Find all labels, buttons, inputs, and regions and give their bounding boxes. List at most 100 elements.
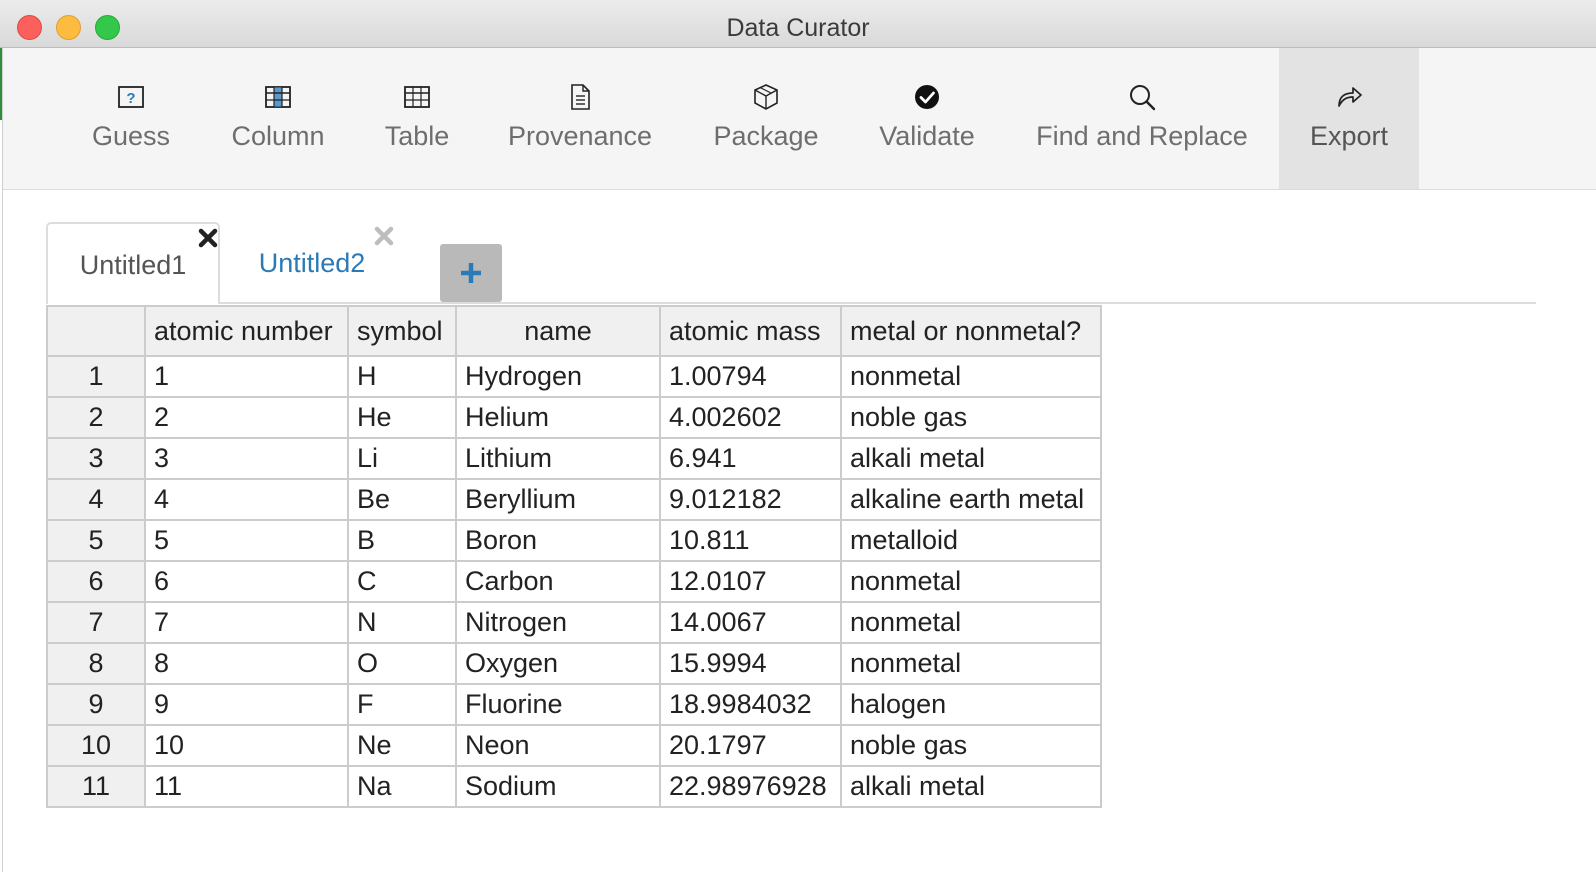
row-number[interactable]: 3 bbox=[46, 437, 146, 480]
table-cell[interactable]: Neon bbox=[455, 724, 661, 767]
table-cell[interactable]: 7 bbox=[144, 601, 349, 644]
close-tab-icon[interactable] bbox=[372, 224, 396, 248]
table-cell[interactable]: nonmetal bbox=[840, 642, 1102, 685]
document-tabs: Untitled1 Untitled2 bbox=[46, 222, 1536, 306]
search-icon bbox=[1130, 85, 1156, 111]
close-tab-icon[interactable] bbox=[196, 226, 220, 250]
row-number[interactable]: 7 bbox=[46, 601, 146, 644]
table-cell[interactable]: 3 bbox=[144, 437, 349, 480]
table-cell[interactable]: Boron bbox=[455, 519, 661, 562]
table-cell[interactable]: Lithium bbox=[455, 437, 661, 480]
toolbar-table-button[interactable]: Table bbox=[373, 48, 461, 189]
table-cell[interactable]: C bbox=[347, 560, 457, 603]
table-row: 10 10 Ne Neon 20.1797 noble gas bbox=[46, 724, 1102, 767]
table-cell[interactable]: 1 bbox=[144, 355, 349, 398]
table-cell[interactable]: 8 bbox=[144, 642, 349, 685]
table-cell[interactable]: Fluorine bbox=[455, 683, 661, 726]
row-number[interactable]: 4 bbox=[46, 478, 146, 521]
row-number[interactable]: 11 bbox=[46, 765, 146, 808]
window-title: Data Curator bbox=[726, 14, 870, 42]
toolbar-validate-button[interactable]: Validate bbox=[869, 48, 985, 189]
row-number[interactable]: 9 bbox=[46, 683, 146, 726]
tab-untitled1[interactable]: Untitled1 bbox=[46, 222, 220, 304]
table-cell[interactable]: Beryllium bbox=[455, 478, 661, 521]
grid-body: 1 1 H Hydrogen 1.00794 nonmetal 2 2 He Helium 4.00… bbox=[46, 355, 1102, 808]
table-cell[interactable]: 20.1797 bbox=[659, 724, 842, 767]
table-cell[interactable]: 11 bbox=[144, 765, 349, 808]
table-cell[interactable]: halogen bbox=[840, 683, 1102, 726]
column-header[interactable]: name bbox=[455, 305, 661, 357]
column-header[interactable]: atomic number bbox=[144, 305, 349, 357]
corner-cell[interactable] bbox=[46, 305, 146, 357]
toolbar-export-button[interactable]: Export bbox=[1279, 48, 1419, 189]
table-cell[interactable]: Carbon bbox=[455, 560, 661, 603]
table-cell[interactable]: 10.811 bbox=[659, 519, 842, 562]
table-cell[interactable]: Be bbox=[347, 478, 457, 521]
table-cell[interactable]: Nitrogen bbox=[455, 601, 661, 644]
table-cell[interactable]: 15.9994 bbox=[659, 642, 842, 685]
table-cell[interactable]: Helium bbox=[455, 396, 661, 439]
toolbar-guess-button[interactable]: ? Guess bbox=[83, 48, 179, 189]
header-row: atomic number symbol name atomic mass me… bbox=[46, 305, 1102, 357]
table-cell[interactable]: H bbox=[347, 355, 457, 398]
table-cell[interactable]: 1.00794 bbox=[659, 355, 842, 398]
table-cell[interactable]: 4 bbox=[144, 478, 349, 521]
column-header[interactable]: symbol bbox=[347, 305, 457, 357]
table-cell[interactable]: 6.941 bbox=[659, 437, 842, 480]
toolbar-provenance-button[interactable]: Provenance bbox=[499, 48, 661, 189]
row-number[interactable]: 6 bbox=[46, 560, 146, 603]
column-header[interactable]: atomic mass bbox=[659, 305, 842, 357]
data-grid: atomic number symbol name atomic mass me… bbox=[46, 305, 1102, 808]
toolbar-column-button[interactable]: Column bbox=[221, 48, 335, 189]
row-number[interactable]: 10 bbox=[46, 724, 146, 767]
toolbar-package-button[interactable]: Package bbox=[703, 48, 829, 189]
table-cell[interactable]: 10 bbox=[144, 724, 349, 767]
table-cell[interactable]: Na bbox=[347, 765, 457, 808]
title-bar: Data Curator bbox=[0, 0, 1596, 48]
row-number[interactable]: 8 bbox=[46, 642, 146, 685]
window-minimize-button[interactable] bbox=[56, 15, 81, 40]
table-row: 2 2 He Helium 4.002602 noble gas bbox=[46, 396, 1102, 439]
table-cell[interactable]: Hydrogen bbox=[455, 355, 661, 398]
table-cell[interactable]: Oxygen bbox=[455, 642, 661, 685]
table-cell[interactable]: 12.0107 bbox=[659, 560, 842, 603]
table-cell[interactable]: 22.98976928 bbox=[659, 765, 842, 808]
table-cell[interactable]: B bbox=[347, 519, 457, 562]
row-number[interactable]: 2 bbox=[46, 396, 146, 439]
window-zoom-button[interactable] bbox=[95, 15, 120, 40]
row-number[interactable]: 1 bbox=[46, 355, 146, 398]
table-cell[interactable]: 14.0067 bbox=[659, 601, 842, 644]
table-cell[interactable]: nonmetal bbox=[840, 601, 1102, 644]
table-cell[interactable]: nonmetal bbox=[840, 355, 1102, 398]
table-cell[interactable]: alkaline earth metal bbox=[840, 478, 1102, 521]
add-tab-button[interactable] bbox=[440, 244, 502, 302]
table-cell[interactable]: metalloid bbox=[840, 519, 1102, 562]
table-cell[interactable]: Li bbox=[347, 437, 457, 480]
table-cell[interactable]: alkali metal bbox=[840, 437, 1102, 480]
table-cell[interactable]: O bbox=[347, 642, 457, 685]
table-cell[interactable]: 4.002602 bbox=[659, 396, 842, 439]
table-cell[interactable]: 5 bbox=[144, 519, 349, 562]
table-cell[interactable]: F bbox=[347, 683, 457, 726]
table-cell[interactable]: He bbox=[347, 396, 457, 439]
table-cell[interactable]: Ne bbox=[347, 724, 457, 767]
table-cell[interactable]: 9 bbox=[144, 683, 349, 726]
toolbar-find-replace-button[interactable]: Find and Replace bbox=[1023, 48, 1261, 189]
column-header[interactable]: metal or nonmetal? bbox=[840, 305, 1102, 357]
table-cell[interactable]: alkali metal bbox=[840, 765, 1102, 808]
table-cell[interactable]: 2 bbox=[144, 396, 349, 439]
tab-untitled2[interactable]: Untitled2 bbox=[222, 222, 402, 304]
table-cell[interactable]: noble gas bbox=[840, 724, 1102, 767]
table-cell[interactable]: noble gas bbox=[840, 396, 1102, 439]
table-cell[interactable]: N bbox=[347, 601, 457, 644]
row-number[interactable]: 5 bbox=[46, 519, 146, 562]
table-cell[interactable]: 6 bbox=[144, 560, 349, 603]
window-close-button[interactable] bbox=[17, 15, 42, 40]
table-cell[interactable]: Sodium bbox=[455, 765, 661, 808]
table-cell[interactable]: 18.9984032 bbox=[659, 683, 842, 726]
table-cell[interactable]: nonmetal bbox=[840, 560, 1102, 603]
table-row: 1 1 H Hydrogen 1.00794 nonmetal bbox=[46, 355, 1102, 398]
guess-icon: ? bbox=[118, 86, 144, 108]
table-cell[interactable]: 9.012182 bbox=[659, 478, 842, 521]
